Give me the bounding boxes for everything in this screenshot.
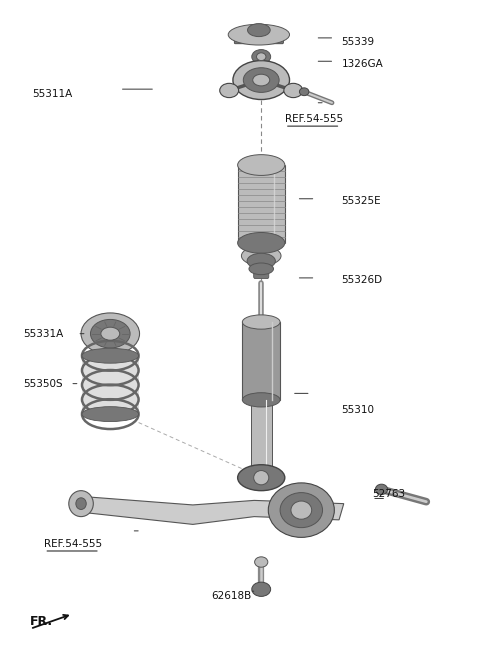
Text: REF.54-555: REF.54-555: [285, 114, 343, 124]
Text: 62618B: 62618B: [212, 591, 252, 600]
Ellipse shape: [233, 60, 289, 99]
Ellipse shape: [248, 24, 270, 37]
Ellipse shape: [375, 484, 388, 495]
FancyBboxPatch shape: [238, 165, 285, 243]
Ellipse shape: [241, 246, 281, 265]
Text: 55350S: 55350S: [23, 378, 63, 389]
Ellipse shape: [238, 154, 285, 175]
FancyBboxPatch shape: [242, 322, 280, 400]
Ellipse shape: [284, 83, 303, 98]
Ellipse shape: [82, 348, 139, 363]
FancyBboxPatch shape: [234, 35, 283, 44]
Ellipse shape: [91, 319, 130, 348]
Ellipse shape: [249, 263, 274, 275]
Ellipse shape: [253, 470, 269, 485]
Ellipse shape: [238, 233, 285, 253]
Ellipse shape: [228, 24, 289, 45]
Text: REF.54-555: REF.54-555: [44, 539, 102, 549]
Ellipse shape: [300, 88, 309, 96]
Text: 55331A: 55331A: [23, 328, 63, 339]
FancyBboxPatch shape: [82, 355, 139, 414]
FancyBboxPatch shape: [251, 400, 272, 478]
Text: 55325E: 55325E: [341, 196, 381, 206]
Ellipse shape: [220, 83, 239, 98]
Ellipse shape: [256, 53, 266, 60]
Ellipse shape: [76, 498, 86, 509]
Ellipse shape: [280, 493, 323, 528]
FancyBboxPatch shape: [253, 255, 269, 279]
Ellipse shape: [82, 407, 139, 422]
Ellipse shape: [268, 483, 335, 537]
Ellipse shape: [101, 327, 120, 340]
Ellipse shape: [242, 315, 280, 329]
Text: FR.: FR.: [30, 615, 53, 628]
Ellipse shape: [238, 464, 285, 491]
Text: 55339: 55339: [341, 37, 374, 47]
Ellipse shape: [252, 49, 271, 64]
Ellipse shape: [247, 253, 276, 269]
Ellipse shape: [291, 501, 312, 519]
Text: 52763: 52763: [372, 489, 405, 499]
Polygon shape: [74, 496, 344, 524]
Ellipse shape: [254, 557, 268, 567]
Text: 55311A: 55311A: [33, 89, 72, 99]
Ellipse shape: [242, 393, 280, 407]
Ellipse shape: [253, 74, 270, 86]
Text: 55310: 55310: [341, 405, 374, 415]
Ellipse shape: [252, 582, 271, 597]
Ellipse shape: [81, 313, 140, 354]
Text: 1326GA: 1326GA: [341, 60, 383, 70]
Text: 55326D: 55326D: [341, 275, 383, 286]
Ellipse shape: [243, 68, 279, 93]
Ellipse shape: [69, 491, 93, 516]
